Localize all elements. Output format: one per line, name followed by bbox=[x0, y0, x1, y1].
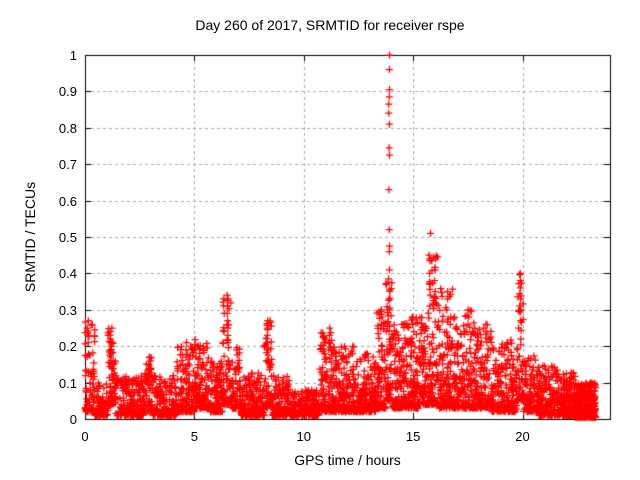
y-tick-label: 0.8 bbox=[58, 120, 77, 136]
x-tick-label: 5 bbox=[190, 429, 198, 444]
y-tick-label: 0.2 bbox=[58, 339, 77, 355]
y-tick-label: 0 bbox=[69, 412, 77, 427]
x-tick-label: 15 bbox=[405, 429, 421, 444]
y-tick-label: 0.1 bbox=[58, 375, 77, 391]
y-tick-label: 0.6 bbox=[58, 193, 77, 209]
y-tick-label: 1 bbox=[69, 48, 77, 63]
chart-title: Day 260 of 2017, SRMTID for receiver rsp… bbox=[195, 17, 465, 33]
y-tick-label: 0.3 bbox=[58, 302, 77, 318]
x-tick-label: 0 bbox=[81, 429, 89, 444]
y-tick-label: 0.4 bbox=[58, 266, 77, 282]
x-axis-label: GPS time / hours bbox=[294, 452, 401, 468]
x-tick-label: 20 bbox=[515, 429, 530, 444]
x-tick-label: 10 bbox=[296, 429, 311, 444]
y-tick-label: 0.9 bbox=[58, 84, 77, 100]
y-tick-label: 0.7 bbox=[58, 157, 77, 173]
y-tick-label: 0.5 bbox=[58, 230, 77, 245]
